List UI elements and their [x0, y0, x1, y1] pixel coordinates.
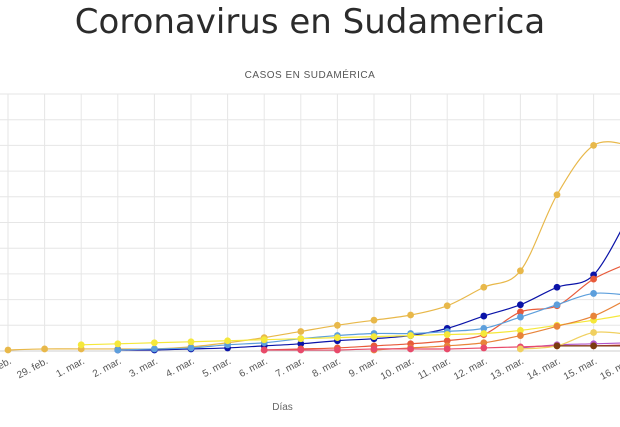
x-tick-label: 4. mar. [164, 356, 196, 380]
data-point[interactable] [590, 329, 597, 336]
data-point[interactable] [480, 312, 488, 320]
data-point[interactable] [553, 342, 561, 350]
page-title: Coronavirus en Sudamerica [74, 2, 546, 42]
data-point[interactable] [443, 302, 451, 310]
data-point[interactable] [517, 308, 524, 316]
series-1 [4, 141, 620, 354]
x-tick-label: 7. mar. [274, 356, 306, 380]
data-point[interactable] [517, 332, 524, 339]
data-point[interactable] [553, 301, 561, 309]
data-point[interactable] [407, 311, 414, 319]
x-tick-label: 3. mar. [128, 356, 160, 380]
data-point[interactable] [114, 340, 122, 348]
x-tick-labels: 28. feb.29. feb.1. mar.2. mar.3. mar.4. … [0, 356, 620, 383]
x-tick-label: 12. mar. [452, 356, 489, 383]
data-point[interactable] [151, 339, 158, 347]
data-point[interactable] [334, 321, 341, 329]
x-tick-label: 1. mar. [54, 356, 86, 380]
data-point[interactable] [480, 283, 488, 291]
data-point[interactable] [480, 344, 488, 352]
data-point[interactable] [260, 336, 268, 344]
data-point[interactable] [114, 346, 122, 354]
data-point[interactable] [480, 330, 488, 337]
data-point[interactable] [4, 346, 12, 354]
data-point[interactable] [443, 345, 451, 353]
data-point[interactable] [297, 346, 305, 354]
series-line [520, 331, 620, 350]
x-tick-label: 9. mar. [347, 356, 379, 380]
data-point[interactable] [517, 345, 524, 353]
data-point[interactable] [553, 191, 561, 199]
data-point[interactable] [370, 345, 378, 353]
data-point[interactable] [224, 337, 232, 345]
data-point[interactable] [553, 322, 561, 330]
data-point[interactable] [590, 290, 597, 297]
data-point[interactable] [297, 328, 305, 335]
data-point[interactable] [151, 345, 158, 353]
series-lines [4, 141, 620, 354]
data-point[interactable] [517, 313, 524, 321]
data-point[interactable] [480, 339, 488, 347]
data-point[interactable] [187, 344, 195, 352]
x-tick-label: 28. feb. [0, 356, 13, 381]
series-line [7, 141, 620, 351]
data-point[interactable] [517, 301, 524, 309]
data-point[interactable] [370, 333, 378, 341]
data-point[interactable] [590, 275, 597, 283]
x-tick-label: 13. mar. [489, 356, 526, 383]
x-tick-label: 16. mar. [599, 356, 620, 383]
data-point[interactable] [590, 312, 597, 320]
x-tick-label: 29. feb. [15, 356, 50, 381]
x-tick-label: 10. mar. [379, 356, 416, 383]
data-point[interactable] [260, 346, 268, 354]
data-point[interactable] [517, 327, 524, 334]
data-point[interactable] [443, 331, 451, 338]
data-point[interactable] [297, 335, 305, 343]
x-axis-label: Días [272, 402, 293, 413]
data-point[interactable] [41, 345, 48, 353]
data-point[interactable] [590, 142, 597, 149]
data-point[interactable] [407, 345, 414, 353]
data-point[interactable] [517, 267, 524, 275]
data-point[interactable] [334, 346, 341, 354]
series-5 [77, 315, 620, 349]
data-point[interactable] [407, 332, 414, 339]
x-tick-label: 8. mar. [311, 356, 343, 380]
series-3 [260, 266, 620, 354]
x-tick-label: 15. mar. [562, 356, 599, 383]
data-point[interactable] [187, 338, 195, 346]
series-2 [114, 231, 620, 354]
data-point[interactable] [334, 334, 341, 342]
x-tick-label: 14. mar. [525, 356, 562, 383]
series-line [81, 315, 620, 346]
x-tick-label: 5. mar. [201, 356, 233, 380]
data-point[interactable] [370, 316, 378, 324]
data-point[interactable] [480, 324, 488, 332]
chart-title: CASOS EN SUDAMÉRICA [244, 70, 376, 81]
data-point[interactable] [443, 337, 451, 345]
grid [0, 93, 620, 352]
series-10 [553, 342, 620, 350]
x-tick-label: 2. mar. [91, 356, 123, 380]
data-point[interactable] [77, 341, 85, 349]
data-point[interactable] [590, 342, 597, 350]
data-point[interactable] [297, 340, 305, 348]
x-tick-label: 6. mar. [237, 356, 269, 380]
x-tick-label: 11. mar. [416, 356, 452, 382]
data-point[interactable] [553, 283, 561, 291]
